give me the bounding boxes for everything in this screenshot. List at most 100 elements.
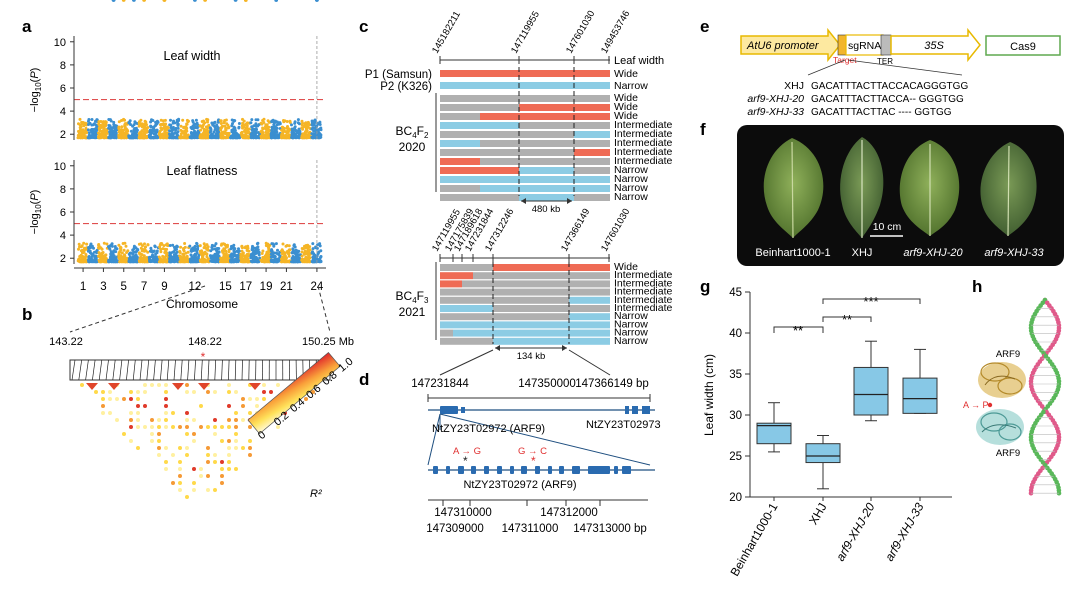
panel-a-letter: a [22, 17, 32, 36]
legend-tick-label: 1.0 [336, 356, 355, 375]
ytick-label: 4 [60, 106, 66, 118]
marker-label: 147119955 [509, 9, 542, 55]
panel-b-letter: b [22, 305, 32, 324]
panel-e-letter: e [700, 17, 709, 36]
phenotype-label: Narrow [614, 182, 648, 194]
alignment-name: arf9-XHJ-20 [747, 93, 804, 105]
chromosome-tick-label: 12 [189, 281, 202, 293]
marker-label: 149453746 [599, 9, 632, 56]
chromosome-tick-label: 24 [311, 281, 324, 293]
leaf-label-3: arf9-XHJ-20 [903, 247, 963, 259]
alignment-seq: GACATTTACTTACCA-- GGGTGG [811, 94, 964, 105]
panel-f: f 10 cm Beinhart1000-1 XHJ arf9-XHJ-20 a… [700, 120, 1064, 266]
boxplots [756, 340, 938, 490]
scale-bar-label: 10 cm [873, 221, 902, 233]
pos-left: 143.22 [49, 336, 83, 348]
arf9-protein-bottom [976, 409, 1024, 445]
chromosome-ticks: 1 3 5 7 9 12 15 17 19 21 24 [80, 268, 324, 293]
manhattan-bottom-yaxis: 2 4 6 8 10 [54, 161, 74, 265]
alignment-name: arf9-XHJ-33 [747, 106, 804, 118]
phenotype-label: Wide [614, 101, 638, 113]
d-axis-top-2: 147312000 [540, 507, 598, 519]
phenotype-label: Intermediate [614, 146, 673, 158]
chromosome-tick-label: 7 [141, 281, 147, 293]
pos-mid: 148.22 [188, 336, 222, 348]
marker-label: 147366149 [559, 207, 592, 254]
chromosome-tick-label: 21 [280, 281, 293, 293]
chromosome-tick-label: 17 [239, 281, 252, 293]
interval-134kb: 134 kb [517, 351, 546, 362]
leaf-arf9-33 [980, 142, 1037, 237]
phenotype-label: Narrow [614, 327, 648, 339]
arf9-top-label: ARF9 [996, 349, 1020, 360]
ytick-label: 8 [60, 60, 66, 72]
sig-2: ** [842, 312, 852, 327]
gene-02973: NtZY23T02973 [586, 419, 661, 431]
marker-label: 145182211 [430, 9, 463, 55]
ytick-label: 6 [60, 83, 66, 95]
d-axis-ticks [442, 500, 601, 506]
d-axis-bot-1: 147309000 [426, 523, 484, 535]
arf9-bottom-label: ARF9 [996, 448, 1020, 459]
phenotype-label: Intermediate [614, 302, 673, 314]
panel-b: b 143.22 148.22 150.25 Mb * 00.20.40.60.… [22, 285, 356, 500]
snp-star-1: * [463, 454, 468, 468]
panel-f-letter: f [700, 120, 706, 139]
panel-h: h ARF9 ARF9 A → P [963, 277, 1062, 496]
c-mid-markers: 1471199551471758391471896181472318441473… [430, 207, 632, 262]
sgrna-label: sgRNA [848, 40, 881, 52]
mutation-label: A → P [963, 400, 989, 410]
phenotype-label: Wide [614, 110, 638, 122]
leaf-xhj [840, 137, 884, 238]
ytick-label: 10 [54, 161, 66, 173]
pos-right: 150.25 Mb [302, 336, 354, 348]
manhattan-top [74, 0, 326, 140]
chromosome-tick-label: 3 [100, 281, 106, 293]
panel-g: g 20 25 30 35 40 45 Leaf width (cm) Beinhart1… [700, 277, 952, 579]
ytick-label: 30 [729, 410, 742, 422]
snp-star-2: * [531, 454, 536, 468]
box-3 [902, 348, 938, 414]
manhattan-bottom-ylabel: −log10(P) [29, 190, 43, 235]
panel-h-letter: h [972, 277, 982, 296]
leaf-label-1: Beinhart1000-1 [755, 247, 830, 259]
ytick-label: 20 [729, 492, 742, 504]
manhattan-bottom [74, 0, 326, 264]
p35s-label: 35S [924, 40, 944, 52]
phenotype-label: Wide [614, 92, 638, 104]
gene-arf9: NtZY23T02972 (ARF9) [432, 423, 545, 435]
bc4f3-year: 2021 [399, 305, 426, 319]
box-0 [756, 402, 792, 453]
phenotype-label: Narrow [614, 318, 648, 330]
sgrna-alignment: XHJ GACATTTACTTACCACAGGGTGG arf9-XHJ-20 GAC… [747, 80, 968, 118]
panel-d: d 147231844 147350000 147366149 bp NtZY2… [359, 349, 661, 535]
marker-label: 147601030 [564, 9, 597, 56]
phenotype-label: Narrow [614, 335, 648, 347]
d-axis-bot-3: 147313000 bp [573, 523, 647, 535]
arf9-protein-top [978, 362, 1026, 398]
box-yaxis: 20 25 30 35 40 45 [729, 287, 750, 504]
cas9-label: Cas9 [1010, 41, 1036, 53]
ytick-label: 8 [60, 184, 66, 196]
ld-lines [71, 359, 324, 381]
sig-3: *** [863, 294, 878, 309]
box-1 [805, 435, 841, 490]
snp-1: A → G [453, 446, 481, 457]
panel-c: c 145182211 147119955 147601030 149453746 L… [359, 9, 673, 362]
panel-e: e AtU6 promoter sgRNA Target TER 35S Cas… [700, 17, 1061, 118]
phenotype-label: Narrow [614, 80, 648, 92]
leaf-arf9-20 [899, 140, 960, 236]
phenotype-label: Narrow [614, 164, 648, 176]
panel-g-letter: g [700, 277, 710, 296]
arf9-exons [433, 466, 631, 474]
bc4f3-rows: WideIntermediateIntermediateIntermediate… [440, 261, 673, 347]
sig-1: ** [793, 323, 803, 338]
marker-label: 147601030 [599, 207, 632, 254]
r2-legend [247, 352, 341, 435]
box-xlabel: arf9-XHJ-33 [882, 500, 927, 563]
ytick-label: 2 [60, 129, 66, 141]
leaf-beinhart [763, 138, 824, 239]
phenotype-label: Wide [614, 68, 638, 80]
